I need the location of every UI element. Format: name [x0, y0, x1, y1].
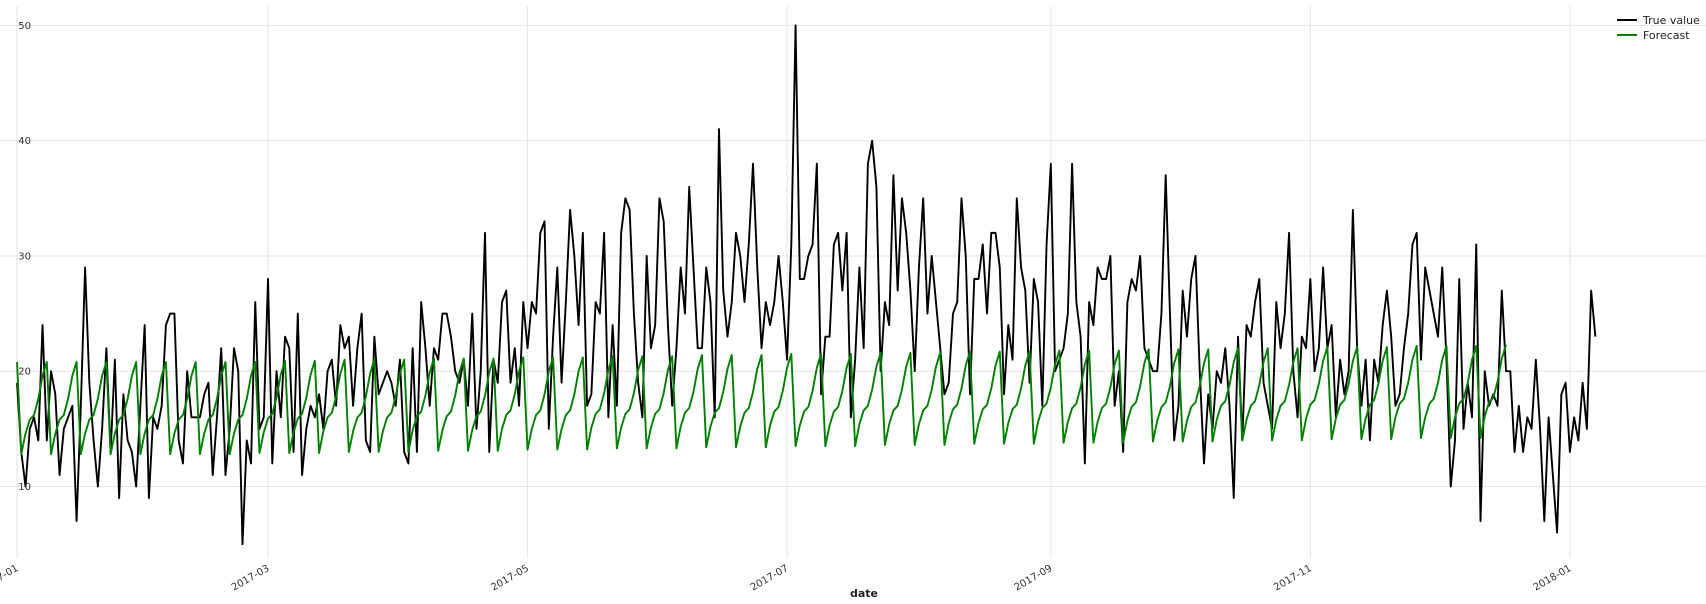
y-tick-labels: 10 20 30 40 50 [18, 21, 31, 493]
y-tick-label: 30 [18, 251, 31, 262]
x-tick-label: 2017-03 [230, 563, 272, 593]
series-layer [16, 24, 1597, 546]
y-tick-label: 40 [18, 136, 31, 147]
legend-label: True value [1642, 14, 1700, 27]
x-tick-labels: 2017-01 2017-03 2017-05 2017-07 2017-09 2017-… [0, 563, 1573, 593]
series-line-true-value [16, 24, 1597, 546]
x-tick-label: 2017-11 [1272, 563, 1314, 593]
x-tick-label: 2017-07 [749, 563, 791, 593]
x-axis-title: date [850, 587, 878, 600]
legend: True value Forecast [1617, 14, 1700, 42]
x-gridlines [16, 6, 1571, 558]
x-tick-label: 2018-01 [1532, 563, 1574, 593]
y-gridlines [0, 24, 1706, 488]
y-tick-label: 10 [18, 482, 31, 493]
series-line-forecast [16, 344, 1507, 456]
x-tick-label: 2017-01 [0, 563, 21, 593]
y-tick-label: 50 [18, 21, 31, 32]
legend-label: Forecast [1643, 29, 1690, 42]
x-tick-label: 2017-09 [1013, 563, 1055, 593]
x-tick-label: 2017-05 [489, 563, 531, 593]
y-tick-label: 20 [18, 367, 31, 378]
